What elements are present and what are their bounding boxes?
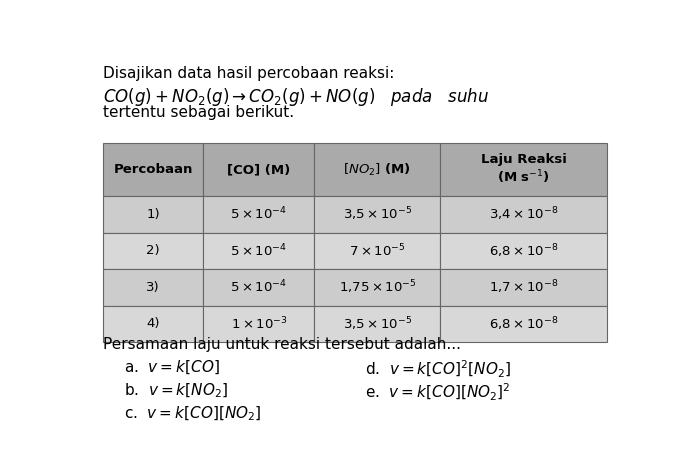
- Text: 4): 4): [146, 317, 160, 331]
- Bar: [102, 233, 203, 269]
- Bar: [440, 196, 607, 233]
- Bar: [314, 143, 440, 196]
- Bar: [314, 196, 440, 233]
- Text: $5 \times 10^{-4}$: $5 \times 10^{-4}$: [230, 279, 287, 296]
- Bar: [314, 269, 440, 306]
- Text: a.  $v = k[CO]$: a. $v = k[CO]$: [124, 359, 220, 376]
- Bar: [440, 143, 607, 196]
- Text: 2): 2): [146, 244, 160, 257]
- Bar: [203, 269, 314, 306]
- Bar: [203, 196, 314, 233]
- Text: 1): 1): [146, 208, 160, 221]
- Text: Persamaan laju untuk reaksi tersebut adalah...: Persamaan laju untuk reaksi tersebut ada…: [102, 337, 461, 352]
- Text: Laju Reaksi
(M s$^{-1}$): Laju Reaksi (M s$^{-1}$): [480, 153, 567, 186]
- Text: $1{,}75 \times 10^{-5}$: $1{,}75 \times 10^{-5}$: [338, 279, 416, 296]
- Bar: [203, 306, 314, 342]
- Text: c.  $v = k[CO][NO_2]$: c. $v = k[CO][NO_2]$: [124, 405, 262, 423]
- Text: Disajikan data hasil percobaan reaksi:: Disajikan data hasil percobaan reaksi:: [102, 66, 394, 81]
- Bar: [203, 143, 314, 196]
- Text: $3{,}5 \times 10^{-5}$: $3{,}5 \times 10^{-5}$: [343, 206, 412, 223]
- Bar: [440, 269, 607, 306]
- Bar: [102, 143, 203, 196]
- Text: $5 \times 10^{-4}$: $5 \times 10^{-4}$: [230, 206, 287, 223]
- Text: [CO] (M): [CO] (M): [227, 163, 291, 176]
- Text: 3): 3): [146, 281, 160, 294]
- Text: $CO(g) + NO_2(g) \rightarrow CO_2(g) + NO(g)$   pada   suhu: $CO(g) + NO_2(g) \rightarrow CO_2(g) + N…: [102, 86, 489, 108]
- Text: $6{,}8 \times 10^{-8}$: $6{,}8 \times 10^{-8}$: [489, 242, 558, 260]
- Bar: [203, 233, 314, 269]
- Bar: [440, 306, 607, 342]
- Text: $3{,}5 \times 10^{-5}$: $3{,}5 \times 10^{-5}$: [343, 315, 412, 333]
- Text: $5 \times 10^{-4}$: $5 \times 10^{-4}$: [230, 243, 287, 259]
- Text: e.  $v = k[CO][NO_2]^2$: e. $v = k[CO][NO_2]^2$: [365, 382, 511, 403]
- Bar: [314, 306, 440, 342]
- Text: tertentu sebagai berikut.: tertentu sebagai berikut.: [102, 105, 293, 120]
- Bar: [102, 196, 203, 233]
- Bar: [314, 233, 440, 269]
- Text: $1{,}7 \times 10^{-8}$: $1{,}7 \times 10^{-8}$: [489, 279, 558, 296]
- Bar: [102, 306, 203, 342]
- Text: $[NO_2]$ (M): $[NO_2]$ (M): [343, 162, 411, 178]
- Text: d.  $v = k[CO]^2[NO_2]$: d. $v = k[CO]^2[NO_2]$: [365, 359, 511, 380]
- Text: $6{,}8 \times 10^{-8}$: $6{,}8 \times 10^{-8}$: [489, 315, 558, 333]
- Text: b.  $v = k[NO_2]$: b. $v = k[NO_2]$: [124, 382, 228, 400]
- Text: $1 \times 10^{-3}$: $1 \times 10^{-3}$: [230, 316, 287, 332]
- Bar: [440, 233, 607, 269]
- Bar: [102, 269, 203, 306]
- Text: Percobaan: Percobaan: [113, 163, 192, 176]
- Text: $3{,}4 \times 10^{-8}$: $3{,}4 \times 10^{-8}$: [489, 206, 558, 223]
- Text: $7 \times 10^{-5}$: $7 \times 10^{-5}$: [349, 243, 406, 259]
